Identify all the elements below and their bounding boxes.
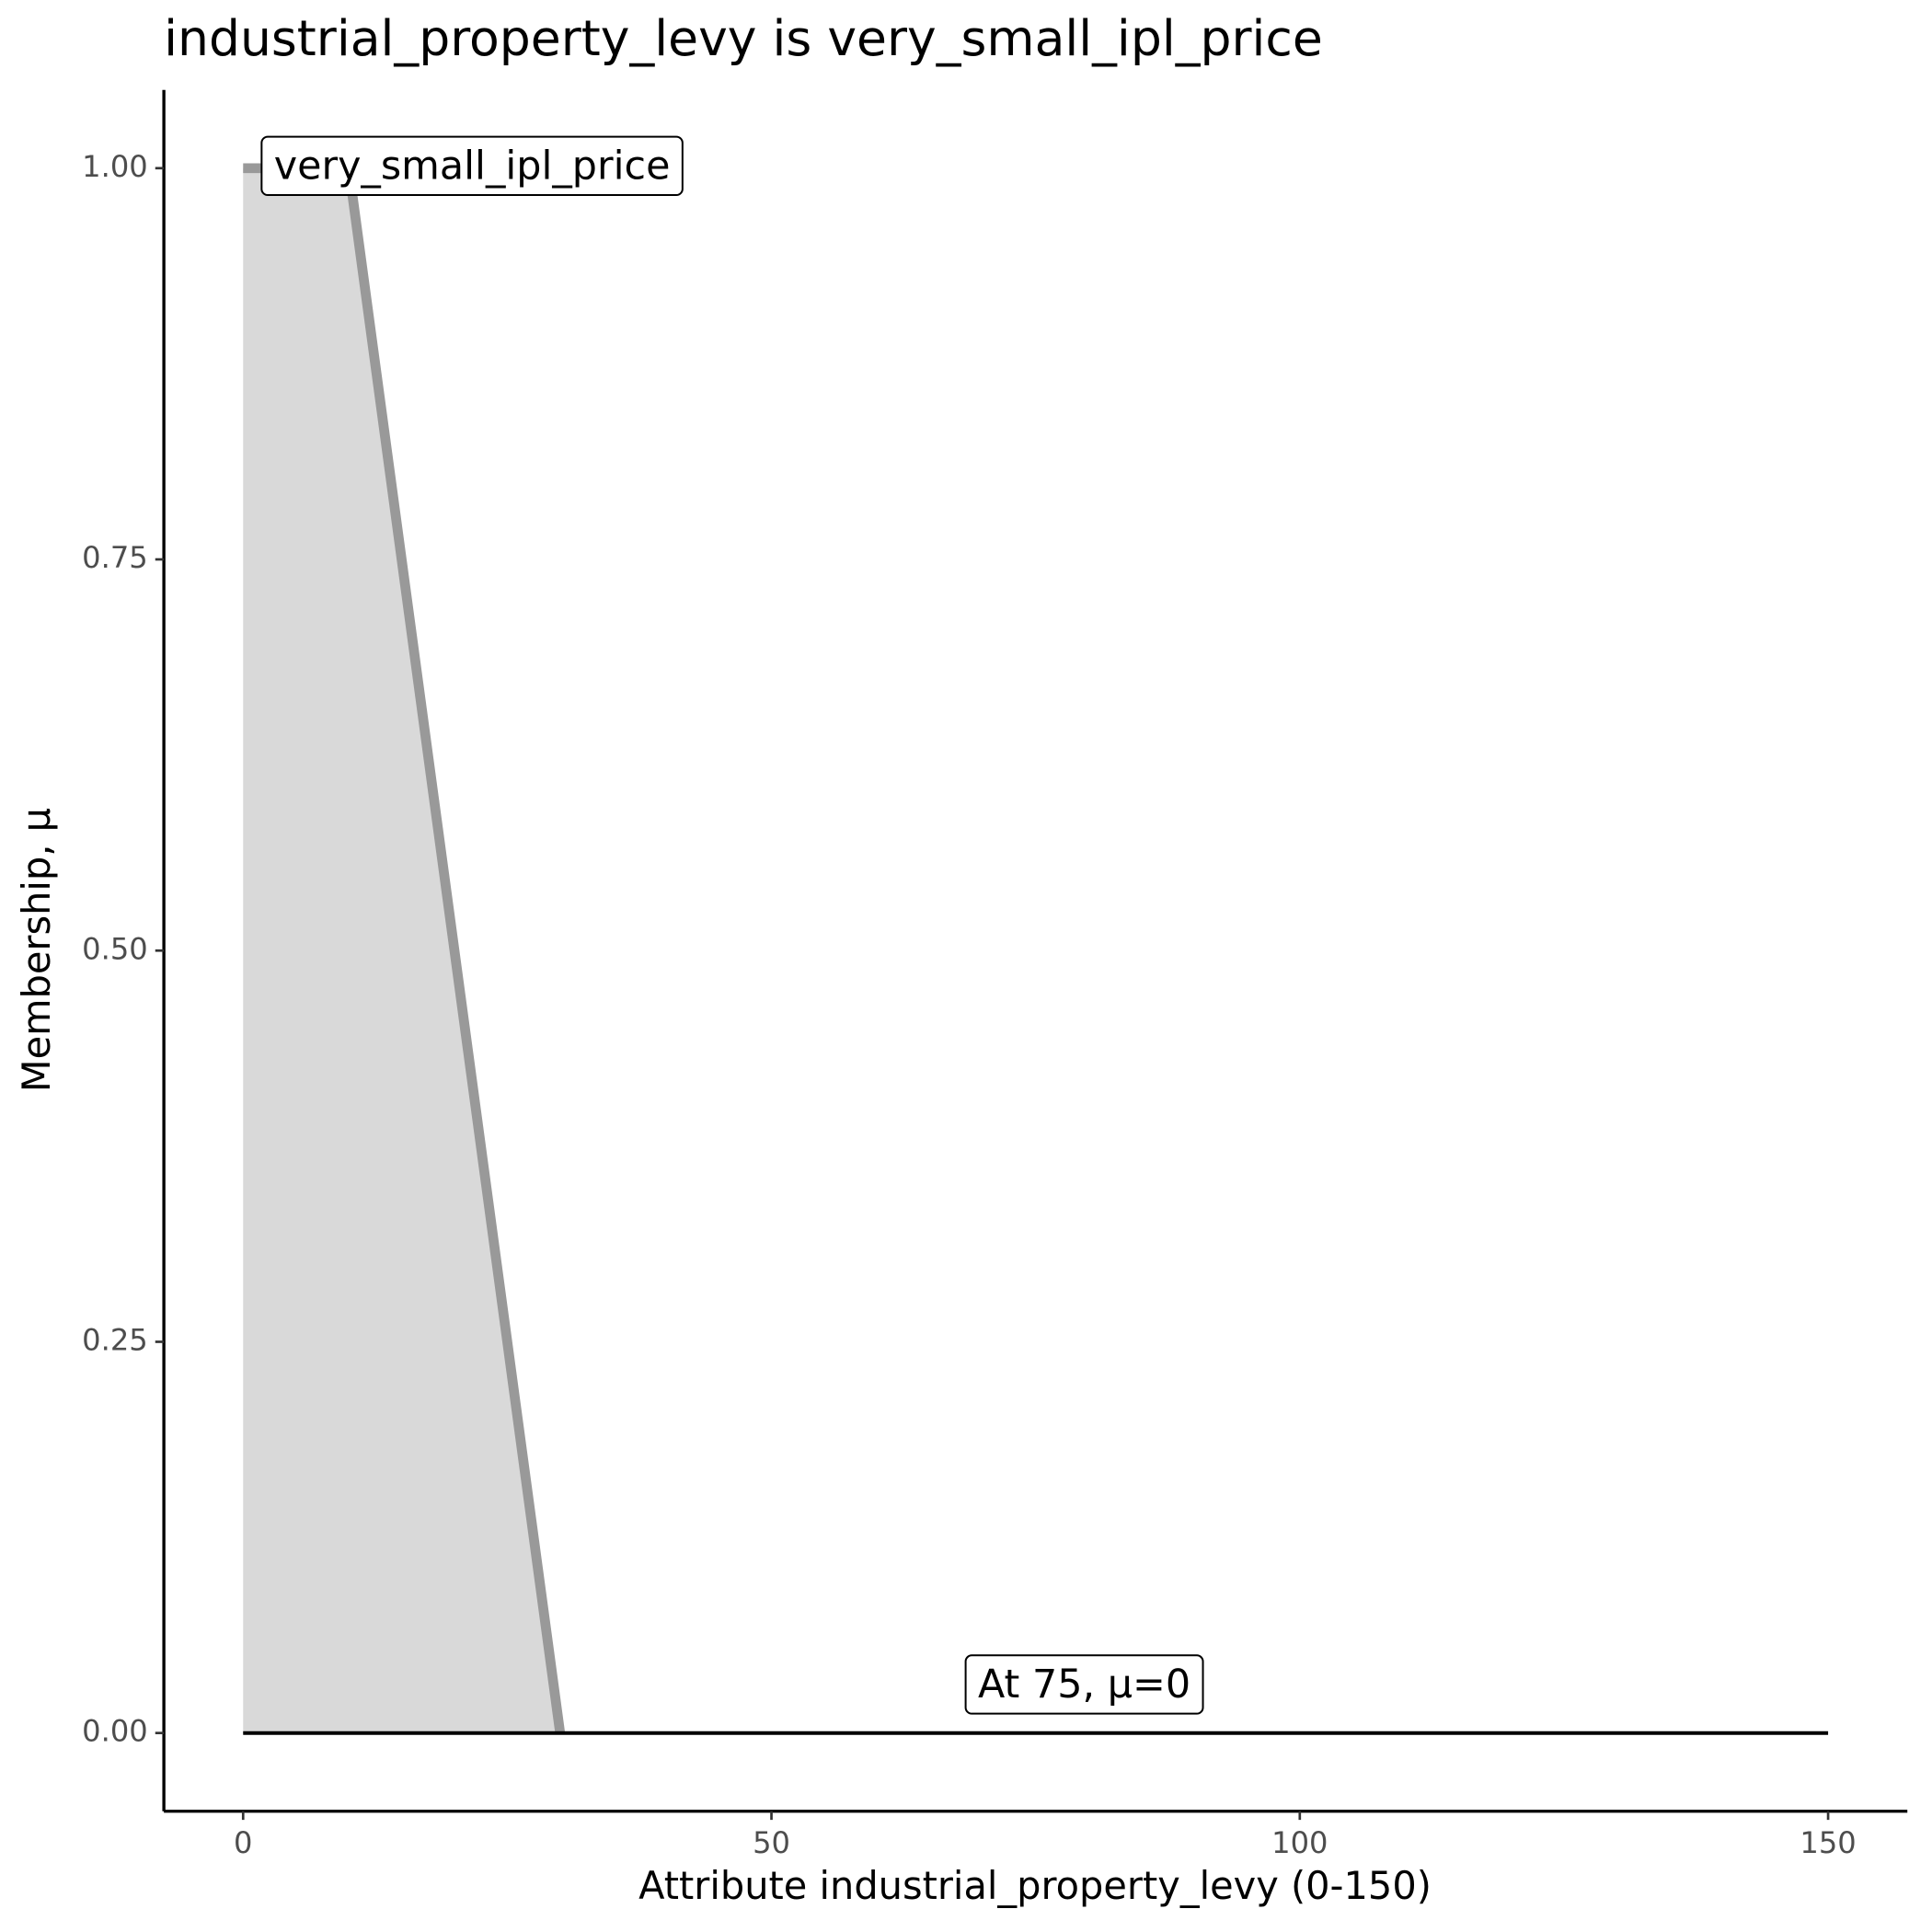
annotation-box (964, 1654, 1204, 1715)
y-tick-label: 0.25 (82, 1322, 148, 1357)
x-tick-label: 150 (1800, 1825, 1856, 1860)
x-tick-label: 100 (1271, 1825, 1328, 1860)
y-tick-label: 0.50 (82, 931, 148, 966)
series-label-box (260, 135, 684, 197)
x-tick-label: 0 (234, 1825, 252, 1860)
y-axis-title: Membership, μ (14, 808, 59, 1092)
y-tick-label: 0.00 (82, 1714, 148, 1749)
annotation: At 75, μ=0 (978, 1662, 1190, 1708)
x-tick-label: 50 (753, 1825, 790, 1860)
y-tick-label: 1.00 (82, 149, 148, 184)
area-fill (243, 167, 560, 1733)
series-label: very_small_ipl_price (274, 143, 671, 189)
y-tick-label: 0.75 (82, 540, 148, 575)
x-axis-title: Attribute industrial_property_levy (0-15… (638, 1863, 1432, 1908)
chart-title: industrial_property_levy is very_small_i… (164, 9, 1323, 67)
